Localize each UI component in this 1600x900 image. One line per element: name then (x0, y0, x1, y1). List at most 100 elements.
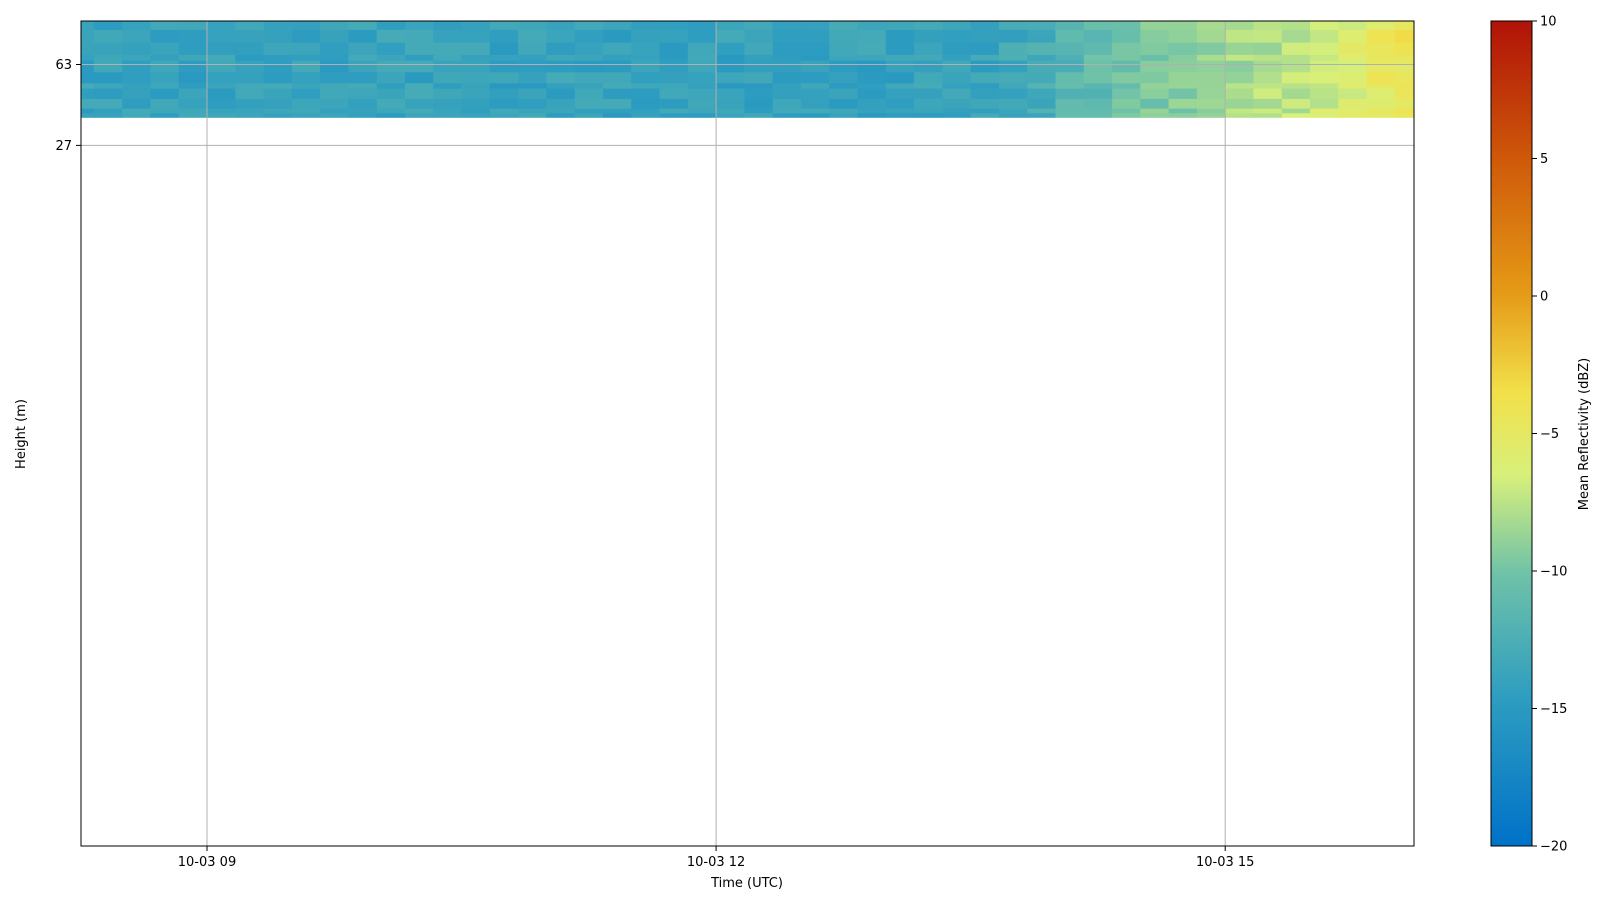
heatmap-cell (1452, 0, 1481, 3)
heatmap-cell (716, 21, 745, 24)
heatmap-cell (461, 82, 491, 89)
heatmap-cell (0, 48, 10, 55)
heatmap-cell (603, 71, 632, 78)
heatmap-cell (687, 71, 717, 78)
heatmap-cell (1310, 21, 1339, 24)
heatmap-cell (1140, 21, 1170, 24)
heatmap-cell (1281, 66, 1311, 73)
heatmap-cell (546, 2, 575, 10)
heatmap-cell (37, 113, 66, 118)
heatmap-cell (1140, 112, 1170, 118)
heatmap-cell (9, 98, 38, 104)
heatmap-cell (490, 2, 519, 10)
heatmap-cell (1196, 29, 1226, 37)
heatmap-cell (235, 29, 265, 37)
heatmap-cell (320, 93, 349, 99)
heatmap-cell (1394, 98, 1414, 104)
heatmap-cell (1253, 35, 1283, 43)
heatmap-cell (150, 82, 180, 89)
heatmap-cell (772, 71, 802, 78)
heatmap-cell (999, 0, 1028, 3)
heatmap-cell (1112, 0, 1141, 3)
heatmap-cell (942, 108, 972, 114)
heatmap-cell (970, 108, 1000, 114)
heatmap-cell (518, 29, 547, 37)
heatmap-cell (1310, 22, 1339, 30)
heatmap-cell (829, 0, 858, 3)
heatmap-cell (970, 48, 1000, 55)
heatmap-cell (1225, 22, 1255, 30)
heatmap-cell (914, 54, 943, 61)
heatmap-cell (291, 98, 321, 104)
heatmap-cell (1565, 23, 1594, 30)
heatmap-cell (1593, 72, 1600, 78)
heatmap-cell (1536, 54, 1565, 61)
heatmap-cell (235, 77, 265, 84)
heatmap-cell (433, 66, 463, 73)
heatmap-cell (800, 29, 830, 37)
heatmap-cell (1254, 2, 1283, 10)
heatmap-cell (970, 103, 1000, 109)
heatmap-cell (857, 93, 887, 99)
heatmap-cell (631, 29, 661, 37)
heatmap-cell (800, 71, 830, 78)
heatmap-cell (0, 2, 10, 10)
heatmap-cell (772, 29, 802, 37)
heatmap-cell (1423, 72, 1452, 78)
heatmap-cell (235, 22, 265, 30)
heatmap-cell (744, 112, 774, 118)
heatmap-cell (1593, 108, 1600, 113)
heatmap-cell (1452, 66, 1481, 72)
heatmap-cell (631, 108, 661, 114)
heatmap-cell (178, 21, 208, 24)
heatmap-cell (348, 88, 378, 94)
heatmap-cell (744, 54, 774, 61)
heatmap-cell (1055, 54, 1085, 61)
heatmap-cell (1394, 103, 1414, 109)
heatmap-cell (603, 112, 632, 118)
heatmap-cell (405, 66, 434, 73)
heatmap-cell (1310, 93, 1339, 99)
heatmap-cell (94, 0, 123, 3)
heatmap-cell (716, 108, 745, 114)
heatmap-cell (1536, 83, 1565, 89)
heatmap-cell (81, 48, 95, 55)
heatmap-cell (1452, 113, 1481, 118)
heatmap-cell (461, 60, 491, 67)
heatmap-cell (489, 103, 519, 109)
heatmap-cell (1338, 60, 1368, 67)
heatmap-cell (1536, 72, 1565, 78)
heatmap-cell (1027, 21, 1057, 24)
heatmap-cell (1140, 22, 1170, 30)
heatmap-cell (687, 48, 717, 55)
heatmap-cell (744, 98, 774, 104)
heatmap-cell (1593, 36, 1600, 43)
heatmap-cell (1253, 21, 1283, 24)
heatmap-cell (575, 9, 604, 16)
heatmap-cell (1083, 112, 1113, 118)
heatmap-cell (1225, 82, 1255, 89)
heatmap-cell (433, 29, 463, 37)
heatmap-cell (81, 22, 95, 30)
heatmap-cell (886, 0, 915, 3)
heatmap-cell (603, 108, 632, 114)
heatmap-cell (9, 16, 38, 23)
heatmap-cell (489, 82, 519, 89)
heatmap-cell (772, 54, 802, 61)
heatmap-cell (1225, 0, 1254, 3)
heatmap-cell (1027, 54, 1057, 61)
heatmap-cell (291, 93, 321, 99)
heatmap-cell (178, 22, 208, 30)
heatmap-cell (659, 54, 689, 61)
heatmap-cell (461, 77, 491, 84)
heatmap-cell (1394, 112, 1414, 118)
heatmap-cell (150, 93, 180, 99)
heatmap-cell (235, 103, 265, 109)
heatmap-cell (1225, 98, 1255, 104)
heatmap-cell (970, 82, 1000, 89)
heatmap-cell (122, 42, 152, 49)
heatmap-cell (433, 71, 463, 78)
heatmap-cell (1338, 2, 1367, 10)
heatmap-cell (914, 35, 943, 43)
heatmap-cell (207, 35, 236, 43)
